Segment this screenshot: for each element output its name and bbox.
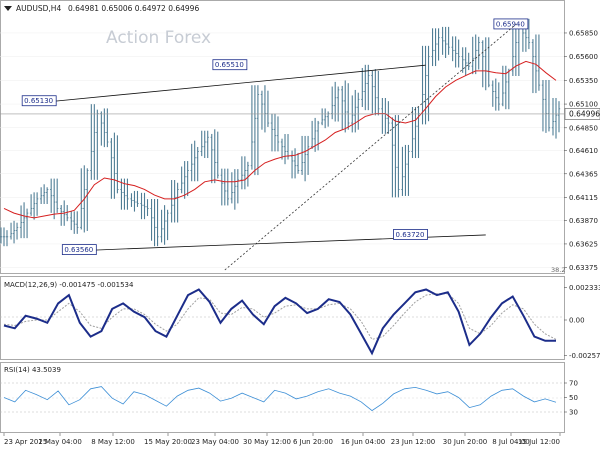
symbol-label: AUDUSD,H4 <box>16 4 61 13</box>
current-price-tag <box>564 108 600 120</box>
price-tick-label: 0.63870 <box>569 217 598 225</box>
moving-average-line <box>3 60 557 219</box>
rsi-tick-label: 50 <box>569 394 578 402</box>
price-tick-label: 0.64850 <box>569 124 598 132</box>
fib-level-label: 38.2 <box>551 266 565 274</box>
pivot-label-box <box>212 59 248 71</box>
macd-signal-line <box>3 293 557 340</box>
pivot-label: 0.63560 <box>64 246 93 254</box>
time-tick-label: 15 May 20:00 <box>144 438 192 446</box>
price-tick-label: 0.64365 <box>569 170 598 178</box>
time-tick-label: 16 Jun 04:00 <box>341 438 385 446</box>
time-tick-label: 1 May 04:00 <box>38 438 82 446</box>
rsi-line <box>3 386 557 412</box>
price-tick-label: 0.65100 <box>569 101 598 109</box>
pivot-label: 0.65510 <box>215 61 244 69</box>
price-tick-label: 0.65600 <box>569 53 598 61</box>
price-tick-label: 0.65350 <box>569 77 598 85</box>
macd-axis: 0.002333 0.00 -0.002574 <box>564 284 600 360</box>
rsi-header: RSI(14) 43.5039 <box>4 366 61 374</box>
price-grid <box>0 32 564 268</box>
time-tick-label: 23 Apr 2025 <box>4 438 47 446</box>
current-price-value: 0.64996 <box>569 109 600 118</box>
time-tick-label: 23 May 04:00 <box>191 438 239 446</box>
ohlc-readout: 0.64981 0.65006 0.64972 0.64996 <box>68 4 199 13</box>
price-tick-label: 0.64115 <box>569 194 598 202</box>
macd-tick-label: 0.002333 <box>569 284 600 292</box>
trend-lines: 0.65130 0.63560 0.65510 0.63720 0.65940 <box>21 18 529 271</box>
time-tick-label: 30 May 12:00 <box>243 438 291 446</box>
pivot-label-box <box>393 229 428 240</box>
time-tick-label: 23 Jun 12:00 <box>391 438 435 446</box>
price-tick-label: 0.65850 <box>569 29 598 37</box>
macd-tick-label: -0.002574 <box>569 352 600 360</box>
chevron-down-icon[interactable] <box>4 6 12 11</box>
pivot-label: 0.65940 <box>496 20 525 28</box>
price-axis: 0.65850 0.65600 0.65350 0.65100 0.64850 0.646… <box>564 29 598 272</box>
macd-panel <box>0 276 565 360</box>
time-tick-label: 8 May 12:00 <box>91 438 135 446</box>
pivot-label-box <box>493 18 529 30</box>
price-tick-label: 0.63625 <box>569 240 598 248</box>
time-tick-label: 15 Jul 12:00 <box>518 438 560 446</box>
rsi-panel <box>0 362 565 433</box>
rsi-tick-label: 30 <box>569 409 578 417</box>
rsi-tick-label: 70 <box>569 380 578 388</box>
time-tick-label: 8 Jul 04:00 <box>492 438 530 446</box>
price-tick-label: 0.63375 <box>569 264 598 272</box>
pivot-label: 0.65130 <box>24 97 53 105</box>
price-tick-label: 0.64610 <box>569 147 598 155</box>
pivot-label: 0.63720 <box>396 231 425 239</box>
price-panel <box>0 0 565 274</box>
pivot-label-box <box>61 244 97 255</box>
rsi-axis: 70 50 30 <box>564 380 578 417</box>
watermark: Action Forex <box>106 28 211 48</box>
trend-line[interactable] <box>54 64 426 102</box>
macd-header: MACD(12,26,9) -0.001475 -0.001534 <box>4 281 134 289</box>
support-trend-line[interactable] <box>224 24 517 271</box>
macd-tick-label: 0.00 <box>569 317 585 325</box>
macd-line <box>3 288 556 356</box>
time-tick-label: 30 Jun 20:00 <box>443 438 487 446</box>
pivot-label-box <box>21 95 57 107</box>
time-tick-label: 6 Jun 20:00 <box>293 438 333 446</box>
